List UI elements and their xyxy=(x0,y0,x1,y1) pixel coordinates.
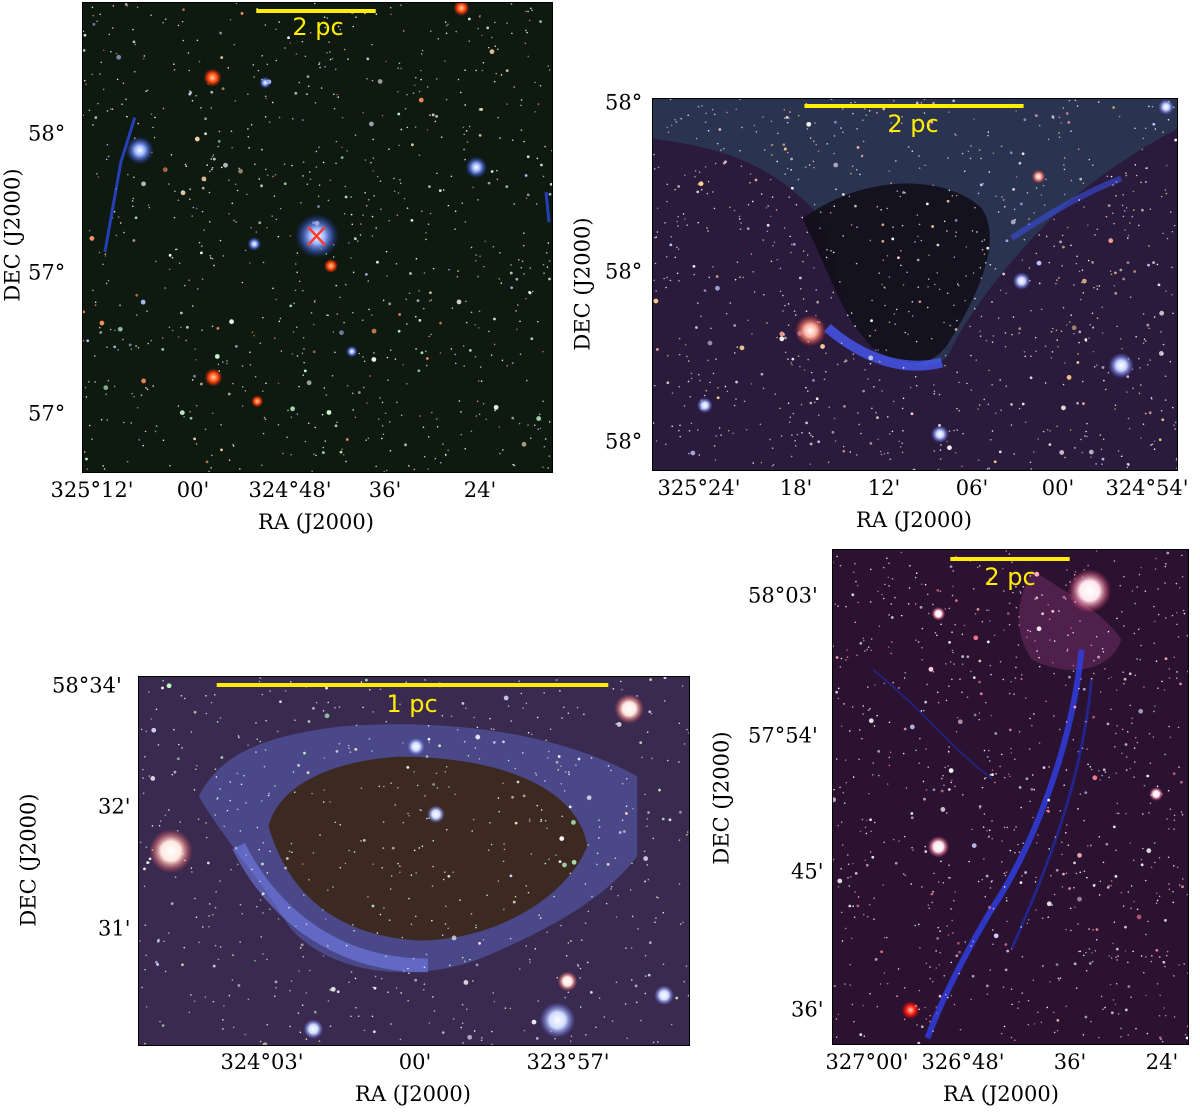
scalebar-label: 2 pc xyxy=(984,563,1036,591)
x-tick: 326°48' xyxy=(921,1050,1005,1074)
y-tick: 32' xyxy=(98,794,131,819)
y-axis-label: DEC (J2000) xyxy=(0,168,25,302)
x-tick: 323°57' xyxy=(526,1050,610,1074)
y-axis-label: DEC (J2000) xyxy=(16,793,41,927)
red-x-marker-icon xyxy=(307,226,326,246)
y-tick: 31' xyxy=(98,916,131,941)
panel-top-right-image xyxy=(652,98,1178,471)
y-tick: 58° xyxy=(605,259,643,284)
y-tick: 58° xyxy=(605,90,643,115)
x-tick: 325°24' xyxy=(657,476,741,500)
y-tick: 58° xyxy=(28,121,66,146)
y-tick: 57°54' xyxy=(748,723,818,748)
x-tick: 00' xyxy=(176,478,210,502)
y-axis-label: DEC (J2000) xyxy=(709,731,734,865)
x-tick: 06' xyxy=(955,476,989,500)
y-tick: 45' xyxy=(791,859,824,884)
panel-bottom-left-image xyxy=(138,676,690,1046)
y-axis-label: DEC (J2000) xyxy=(570,217,595,351)
x-axis-label: RA (J2000) xyxy=(258,510,374,534)
x-tick: 24' xyxy=(1145,1050,1179,1074)
x-tick: 325°12' xyxy=(50,478,134,502)
scalebar-label: 2 pc xyxy=(887,110,939,138)
x-tick: 24' xyxy=(463,478,497,502)
y-tick: 57° xyxy=(28,401,66,426)
x-axis-label: RA (J2000) xyxy=(943,1082,1059,1106)
panel-top-left-image xyxy=(82,2,553,473)
x-tick: 327°00' xyxy=(825,1050,909,1074)
panel-bottom-right-image xyxy=(832,549,1189,1045)
scalebar-label: 1 pc xyxy=(386,690,438,718)
x-tick: 324°54' xyxy=(1105,476,1189,500)
y-tick: 57° xyxy=(28,260,66,285)
x-tick: 36' xyxy=(1053,1050,1087,1074)
scalebar-label: 2 pc xyxy=(292,13,344,41)
y-tick: 36' xyxy=(791,997,824,1022)
x-tick: 324°03' xyxy=(220,1050,304,1074)
y-tick: 58° xyxy=(605,429,643,454)
x-tick: 00' xyxy=(398,1050,432,1074)
x-tick: 12' xyxy=(867,476,901,500)
x-axis-label: RA (J2000) xyxy=(355,1082,471,1106)
x-tick: 18' xyxy=(779,476,813,500)
x-axis-label: RA (J2000) xyxy=(856,508,972,532)
x-tick: 00' xyxy=(1041,476,1075,500)
y-tick: 58°03' xyxy=(748,583,818,608)
x-tick: 324°48' xyxy=(248,478,332,502)
x-tick: 36' xyxy=(368,478,402,502)
y-tick: 58°34' xyxy=(52,673,122,698)
